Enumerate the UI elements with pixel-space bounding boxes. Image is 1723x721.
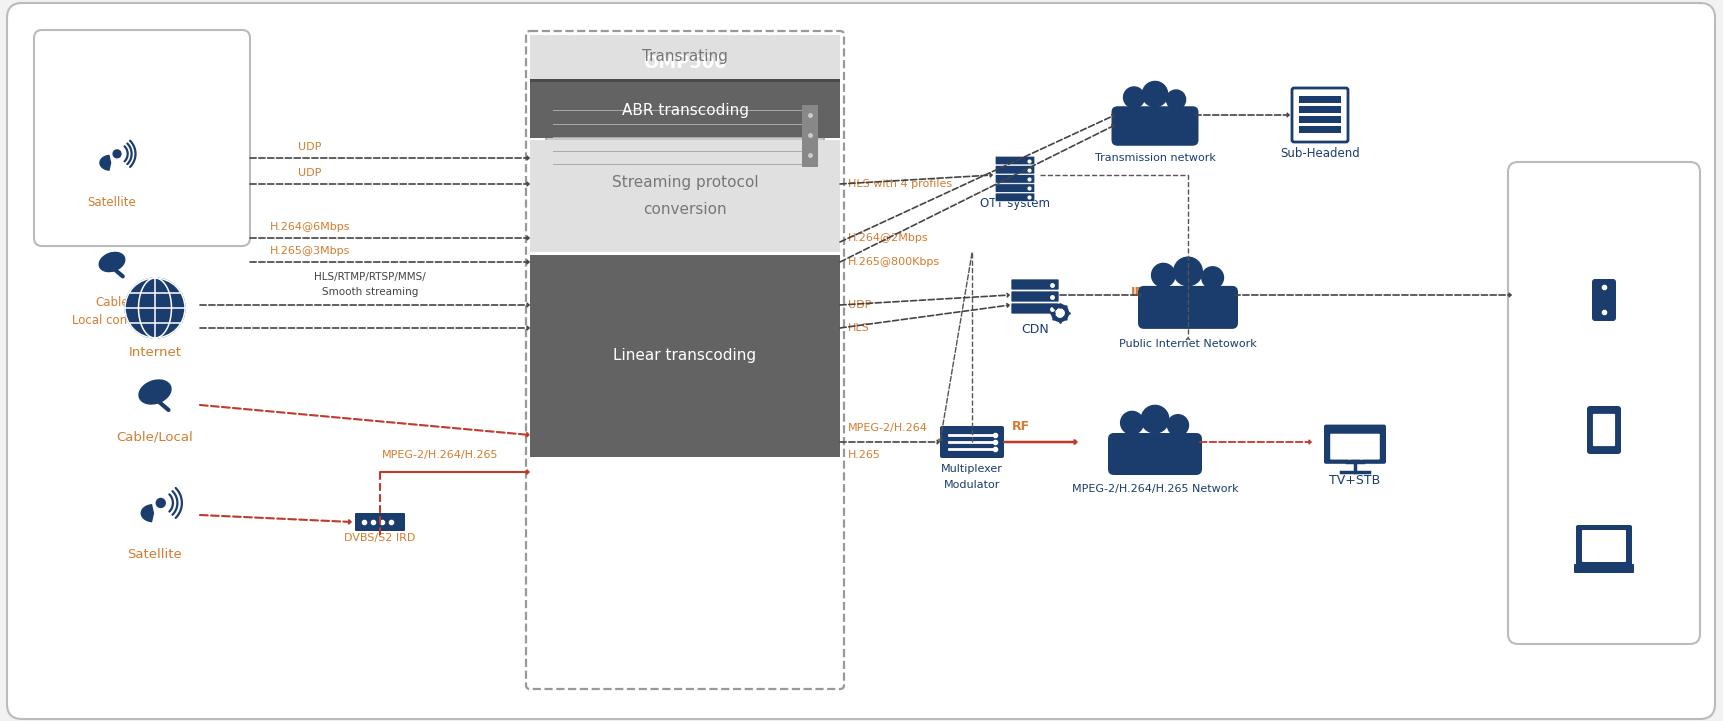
FancyBboxPatch shape [1299,96,1340,103]
Text: Public Internet Netowork: Public Internet Netowork [1120,339,1256,349]
Circle shape [1142,81,1168,107]
Ellipse shape [100,252,124,272]
Text: TV+STB: TV+STB [1330,474,1380,487]
Text: HLS/RTMP/RTSP/MMS/: HLS/RTMP/RTSP/MMS/ [314,272,426,282]
Text: MPEG-2/H.264/H.265 Network: MPEG-2/H.264/H.265 Network [1072,484,1239,494]
Text: Transmission network: Transmission network [1094,153,1215,163]
Circle shape [1151,263,1175,287]
Ellipse shape [140,380,171,404]
Circle shape [1141,405,1168,433]
Text: Notebook: Notebook [1575,573,1633,586]
FancyBboxPatch shape [996,174,1036,183]
FancyBboxPatch shape [1577,525,1632,567]
Circle shape [1123,87,1144,108]
Text: conversion: conversion [643,203,727,218]
FancyBboxPatch shape [996,165,1036,174]
Text: Transrating: Transrating [643,50,727,64]
Circle shape [1173,257,1203,286]
FancyBboxPatch shape [526,31,844,689]
Text: H.265@800Kbps: H.265@800Kbps [848,257,941,267]
FancyBboxPatch shape [1011,279,1060,290]
Circle shape [1051,304,1068,322]
FancyBboxPatch shape [1330,434,1380,459]
FancyBboxPatch shape [1011,291,1060,302]
Text: CDN: CDN [1022,323,1049,336]
Text: ABR transcoding: ABR transcoding [622,102,748,118]
Text: OTT system: OTT system [980,197,1049,210]
Circle shape [1056,309,1065,317]
Text: UDP: UDP [848,300,872,310]
Text: Satellite: Satellite [88,196,136,209]
Polygon shape [141,505,153,521]
Polygon shape [100,156,110,170]
FancyBboxPatch shape [1592,279,1616,321]
FancyBboxPatch shape [546,98,824,174]
Text: Multiplexer: Multiplexer [941,464,1003,474]
FancyBboxPatch shape [996,193,1036,202]
FancyBboxPatch shape [531,255,841,457]
FancyBboxPatch shape [1582,530,1627,562]
Text: Pad: Pad [1592,454,1616,467]
Text: H.265@3Mbps: H.265@3Mbps [271,246,350,256]
Text: H.264@2Mbps: H.264@2Mbps [848,233,929,243]
Text: Smooth streaming: Smooth streaming [322,287,419,297]
Text: HLS with 4 profiles: HLS with 4 profiles [848,179,953,189]
FancyBboxPatch shape [1137,286,1239,329]
FancyBboxPatch shape [1594,414,1614,446]
Circle shape [157,498,165,508]
Text: Linear transcoding: Linear transcoding [613,348,756,363]
Text: MPEG-2/H.264: MPEG-2/H.264 [848,423,929,433]
FancyBboxPatch shape [1299,106,1340,113]
FancyBboxPatch shape [1508,162,1701,644]
FancyBboxPatch shape [531,140,841,252]
Text: H.264@6Mbps: H.264@6Mbps [271,222,350,232]
FancyBboxPatch shape [355,513,405,531]
Text: Streaming protocol: Streaming protocol [612,174,758,190]
Text: Local content: Local content [72,314,152,327]
FancyBboxPatch shape [1299,126,1340,133]
Text: Internet: Internet [129,346,181,359]
FancyBboxPatch shape [996,184,1036,193]
Circle shape [114,150,121,158]
Circle shape [126,278,184,338]
Text: Satellite: Satellite [128,548,183,561]
FancyBboxPatch shape [941,426,1005,458]
Text: Sub-Headend: Sub-Headend [1280,147,1359,160]
Text: Cable: Cable [95,296,129,309]
FancyBboxPatch shape [1111,106,1199,146]
Text: H.265: H.265 [848,450,880,460]
FancyBboxPatch shape [1575,564,1633,573]
FancyBboxPatch shape [7,3,1714,719]
FancyBboxPatch shape [1299,116,1340,123]
Text: UDP: UDP [298,168,322,178]
Text: Cable/Local: Cable/Local [117,430,193,443]
FancyBboxPatch shape [1011,303,1060,314]
FancyBboxPatch shape [531,35,841,79]
Circle shape [1168,415,1189,435]
Text: UDP: UDP [298,142,322,152]
Text: Modulator: Modulator [944,480,999,490]
Text: IP: IP [1132,286,1144,299]
FancyBboxPatch shape [1587,406,1621,454]
Text: Phone: Phone [1585,320,1623,333]
FancyBboxPatch shape [1292,88,1347,142]
Circle shape [1120,412,1144,434]
FancyBboxPatch shape [531,35,841,90]
FancyBboxPatch shape [34,30,250,246]
Text: HLS: HLS [848,323,870,333]
Text: MPEG-2/H.264/H.265: MPEG-2/H.264/H.265 [383,450,498,460]
FancyBboxPatch shape [801,105,818,167]
FancyBboxPatch shape [1108,433,1203,475]
FancyBboxPatch shape [996,156,1036,165]
Circle shape [1166,90,1185,109]
Text: OMP500: OMP500 [643,53,727,71]
FancyBboxPatch shape [1323,425,1385,464]
Text: RF: RF [1011,420,1030,433]
Circle shape [1201,267,1223,288]
Text: DVBS/S2 IRD: DVBS/S2 IRD [345,533,415,543]
FancyBboxPatch shape [531,82,841,138]
